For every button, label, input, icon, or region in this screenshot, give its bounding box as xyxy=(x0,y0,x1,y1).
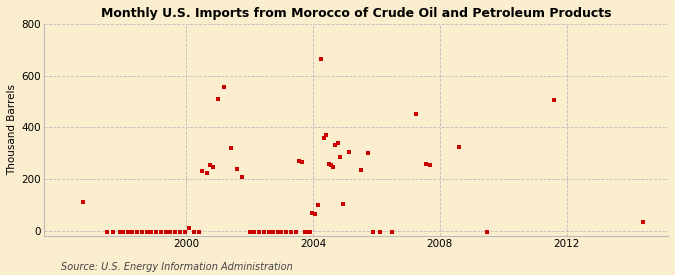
Point xyxy=(290,230,301,234)
Point xyxy=(330,143,341,148)
Point xyxy=(286,230,296,234)
Point xyxy=(196,169,207,174)
Point xyxy=(101,230,112,234)
Point xyxy=(338,202,348,206)
Point xyxy=(78,200,88,205)
Point xyxy=(169,230,180,234)
Point xyxy=(281,230,292,234)
Point xyxy=(259,230,269,234)
Point xyxy=(321,133,331,137)
Point xyxy=(363,151,374,155)
Point xyxy=(313,203,323,207)
Point xyxy=(244,230,255,234)
Point xyxy=(368,230,379,234)
Point xyxy=(303,230,314,234)
Point xyxy=(387,230,398,234)
Point xyxy=(249,230,260,234)
Point xyxy=(225,146,236,150)
Point xyxy=(205,163,215,167)
Point xyxy=(276,230,287,234)
Point xyxy=(263,230,274,234)
Point xyxy=(307,211,318,215)
Point xyxy=(637,220,648,224)
Point xyxy=(254,230,265,234)
Point xyxy=(184,226,195,230)
Point xyxy=(325,163,336,167)
Point xyxy=(332,141,343,145)
Point xyxy=(117,230,128,234)
Point xyxy=(328,165,339,170)
Point xyxy=(296,160,307,164)
Point xyxy=(300,230,310,234)
Title: Monthly U.S. Imports from Morocco of Crude Oil and Petroleum Products: Monthly U.S. Imports from Morocco of Cru… xyxy=(101,7,611,20)
Point xyxy=(294,159,304,163)
Point xyxy=(165,230,176,234)
Point xyxy=(132,230,142,234)
Point xyxy=(174,230,185,234)
Point xyxy=(189,230,200,234)
Point xyxy=(108,230,119,234)
Point xyxy=(208,165,219,170)
Point xyxy=(151,230,161,234)
Point xyxy=(136,230,147,234)
Text: Source: U.S. Energy Information Administration: Source: U.S. Energy Information Administ… xyxy=(61,262,292,272)
Point xyxy=(305,230,316,234)
Point xyxy=(335,155,346,159)
Point xyxy=(344,150,355,154)
Point xyxy=(309,212,320,216)
Point xyxy=(268,230,279,234)
Point xyxy=(219,85,230,89)
Point xyxy=(146,230,157,234)
Point xyxy=(549,98,560,102)
Point xyxy=(127,230,138,234)
Point xyxy=(213,97,223,101)
Point xyxy=(420,161,431,166)
Point xyxy=(30,187,41,192)
Point xyxy=(323,161,334,166)
Point xyxy=(141,230,152,234)
Point xyxy=(374,230,385,234)
Point xyxy=(232,167,242,171)
Point xyxy=(273,230,284,234)
Point xyxy=(482,230,493,234)
Point xyxy=(114,230,125,234)
Point xyxy=(179,230,190,234)
Point xyxy=(355,168,366,172)
Point xyxy=(201,170,212,175)
Point xyxy=(319,136,329,140)
Point xyxy=(425,163,435,167)
Point xyxy=(236,174,247,179)
Point xyxy=(194,230,205,234)
Y-axis label: Thousand Barrels: Thousand Barrels xyxy=(7,84,17,175)
Point xyxy=(160,230,171,234)
Point xyxy=(315,57,326,61)
Point xyxy=(122,230,133,234)
Point xyxy=(410,112,421,117)
Point xyxy=(454,145,464,149)
Point xyxy=(155,230,166,234)
